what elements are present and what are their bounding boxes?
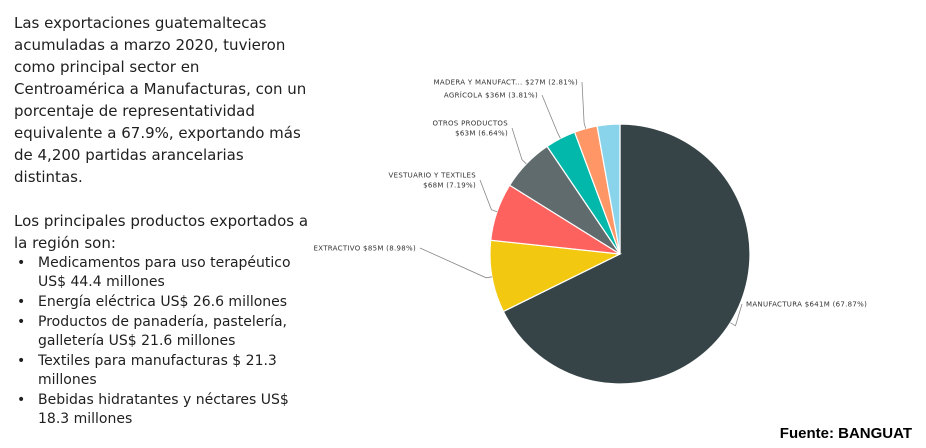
product-text: Energía eléctrica US$ 26.6 millones [38,294,288,310]
bullet-icon: • [17,294,26,310]
slice-label: OTROS PRODUCTOS [432,120,508,128]
intro-paragraph: Las exportaciones guatemaltecas acumulad… [14,14,307,186]
bullet-icon: • [17,255,26,271]
product-text: Medicamentos para uso terapéutico US$ 44… [38,255,291,290]
bullet-icon: • [17,353,26,369]
bullet-icon: • [17,314,26,330]
pie-chart-svg: MANUFACTURA $641M (67.87%) EXTRACTIVO $85… [314,79,867,385]
slice-label: $68M (7.19%) [423,182,476,190]
bullet-icon: • [17,392,26,408]
left-text-panel: Las exportaciones guatemaltecas acumulad… [14,12,314,430]
list-item: • Textiles para manufacturas $ 21.3 millo… [14,352,314,390]
leader-line [419,247,493,279]
list-item: • Productos de panadería, pastelería, gal… [14,313,314,351]
slice-label: MANUFACTURA $641M (67.87%) [746,301,867,309]
source-label: Fuente: BANGUAT [779,425,912,442]
products-list: • Medicamentos para uso terapéutico US$ 4… [14,254,314,429]
leader-line [730,303,743,327]
leader-line [541,94,561,139]
pie-slice-other [596,123,621,255]
list-item: • Medicamentos para uso terapéutico US$ 4… [14,254,314,292]
slice-label: MADERA Y MANUFACT... $27M (2.81%) [434,79,578,87]
leader-line [581,81,587,129]
pie-chart: MANUFACTURA $641M (67.87%) EXTRACTIVO $85… [314,60,926,390]
product-text: Productos de panadería, pastelería, gall… [38,314,287,349]
products-intro: Los principales productos exportados a l… [14,212,309,252]
list-item: • Energía eléctrica US$ 26.6 millones [14,293,314,312]
leader-line [511,127,527,165]
list-item: • Bebidas hidratantes y néctares US$ 18.3… [14,391,314,429]
leader-line [479,179,498,213]
slice-label: AGRÍCOLA $36M (3.81%) [444,91,538,100]
slice-label: EXTRACTIVO $85M (8.98%) [314,245,416,253]
pie-slice-manufactura [502,123,751,385]
product-text: Textiles para manufacturas $ 21.3 millon… [38,353,277,388]
slice-label: $63M (6.64%) [455,130,508,138]
product-text: Bebidas hidratantes y néctares US$ 18.3 … [38,392,289,427]
slice-label: VESTUARIO Y TEXTILES [389,172,477,180]
